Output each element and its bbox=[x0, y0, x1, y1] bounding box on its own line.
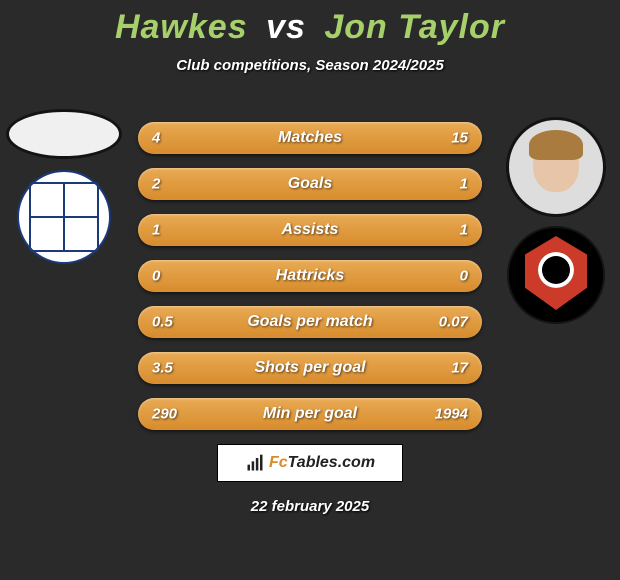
player1-photo bbox=[9, 112, 119, 156]
stat-bar-matches: 4 Matches 15 bbox=[138, 122, 482, 154]
stat-label: Goals bbox=[138, 175, 482, 193]
stat-bar-hattricks: 0 Hattricks 0 bbox=[138, 260, 482, 292]
stat-bar-min-per-goal: 290 Min per goal 1994 bbox=[138, 398, 482, 430]
stat-label: Assists bbox=[138, 221, 482, 239]
stat-bar-goals-per-match: 0.5 Goals per match 0.07 bbox=[138, 306, 482, 338]
stat-bar-shots-per-goal: 3.5 Shots per goal 17 bbox=[138, 352, 482, 384]
brand-badge[interactable]: FcTables.com bbox=[217, 444, 403, 482]
chart-icon bbox=[245, 453, 265, 473]
page-title: Hawkes vs Jon Taylor bbox=[0, 0, 620, 47]
player2-face-icon bbox=[509, 120, 603, 214]
stat-label: Shots per goal bbox=[138, 359, 482, 377]
player1-column bbox=[4, 112, 124, 264]
stat-right: 17 bbox=[451, 360, 468, 377]
stat-right: 1994 bbox=[435, 406, 468, 423]
date-label: 22 february 2025 bbox=[0, 498, 620, 515]
player1-club-crest bbox=[17, 170, 111, 264]
stat-label: Matches bbox=[138, 129, 482, 147]
stat-right: 0.07 bbox=[439, 314, 468, 331]
stat-label: Min per goal bbox=[138, 405, 482, 423]
stat-right: 0 bbox=[460, 268, 468, 285]
brand-rest: Tables.com bbox=[288, 454, 375, 472]
player2-photo bbox=[509, 120, 603, 214]
subtitle: Club competitions, Season 2024/2025 bbox=[0, 57, 620, 74]
stat-label: Hattricks bbox=[138, 267, 482, 285]
vs-label: vs bbox=[266, 8, 306, 46]
stat-right: 1 bbox=[460, 222, 468, 239]
stat-bar-goals: 2 Goals 1 bbox=[138, 168, 482, 200]
player2-club-crest bbox=[509, 228, 603, 322]
stat-right: 1 bbox=[460, 176, 468, 193]
player2-column bbox=[496, 120, 616, 322]
stat-bars: 4 Matches 15 2 Goals 1 1 Assists 1 0 Hat… bbox=[138, 122, 482, 444]
player2-name: Jon Taylor bbox=[324, 8, 505, 46]
stat-bar-assists: 1 Assists 1 bbox=[138, 214, 482, 246]
stat-right: 15 bbox=[451, 130, 468, 147]
brand-prefix: Fc bbox=[269, 454, 288, 472]
stat-label: Goals per match bbox=[138, 313, 482, 331]
player1-name: Hawkes bbox=[115, 8, 248, 46]
